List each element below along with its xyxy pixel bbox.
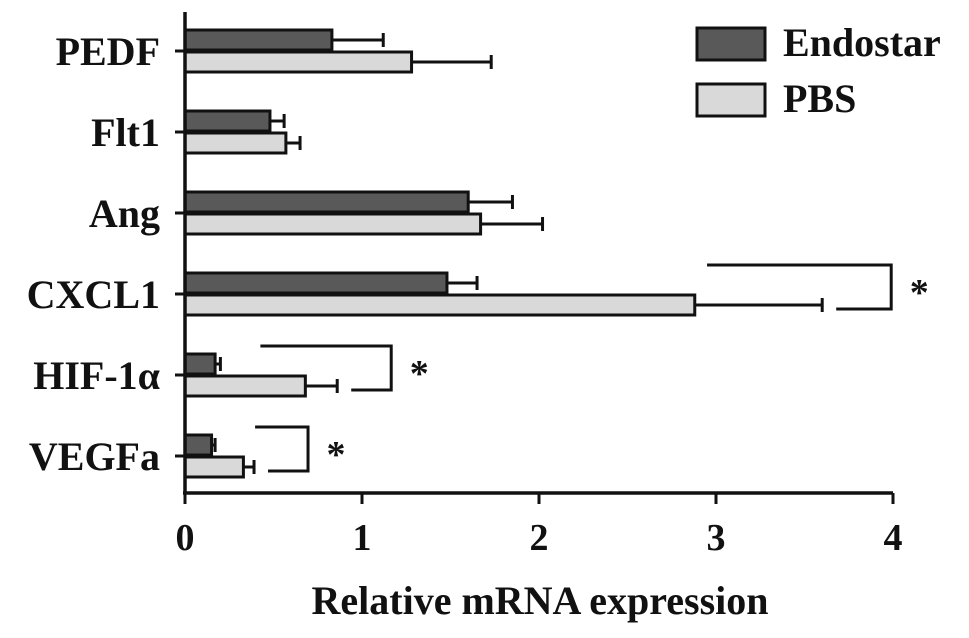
x-tick-label-4: 4	[884, 517, 903, 559]
bars-layer	[183, 28, 697, 479]
error-bars-layer	[211, 33, 824, 474]
x-tick-label-3: 3	[707, 517, 726, 559]
legend-label-endostar: Endostar	[783, 20, 941, 65]
bar-endostar-4	[183, 352, 217, 376]
bar-endostar-0	[183, 28, 334, 52]
significance-star-1: *	[410, 353, 429, 395]
significance-bracket-2	[255, 425, 310, 473]
category-label-1: Flt1	[91, 110, 160, 155]
category-label-0: PEDF	[56, 29, 160, 74]
category-labels: PEDF Flt1 Ang CXCL1 HIF-1α VEGFa	[27, 29, 160, 479]
bar-pbs-4	[183, 374, 307, 398]
legend-swatch-pbs	[695, 82, 767, 118]
category-label-5: VEGFa	[29, 434, 160, 479]
significance-bracket-0	[707, 263, 893, 311]
legend-swatch-endostar	[695, 26, 767, 62]
x-tick-label-0: 0	[176, 517, 195, 559]
significance-layer: * * *	[255, 263, 929, 476]
x-tick-label-1: 1	[353, 517, 372, 559]
bar-endostar-5	[183, 433, 214, 457]
bar-pbs-1	[183, 131, 288, 155]
significance-star-2: *	[327, 434, 346, 476]
x-tick-label-2: 2	[530, 517, 549, 559]
x-axis-title: Relative mRNA expression	[312, 578, 769, 623]
bar-endostar-1	[183, 109, 272, 133]
bar-endostar-3	[183, 271, 449, 295]
category-label-3: CXCL1	[27, 272, 160, 317]
bar-endostar-2	[183, 190, 470, 214]
category-label-2: Ang	[89, 191, 160, 236]
bar-pbs-2	[183, 212, 483, 236]
bar-pbs-0	[183, 50, 414, 74]
axes-layer	[175, 12, 895, 504]
bar-pbs-3	[183, 293, 697, 317]
legend-label-pbs: PBS	[783, 76, 856, 121]
significance-star-0: *	[910, 272, 929, 314]
significance-bracket-1	[260, 344, 393, 392]
x-tick-labels: 0 1 2 3 4	[176, 517, 903, 559]
legend: Endostar PBS	[695, 20, 941, 121]
category-label-4: HIF-1α	[33, 353, 160, 398]
bar-pbs-5	[183, 455, 245, 479]
